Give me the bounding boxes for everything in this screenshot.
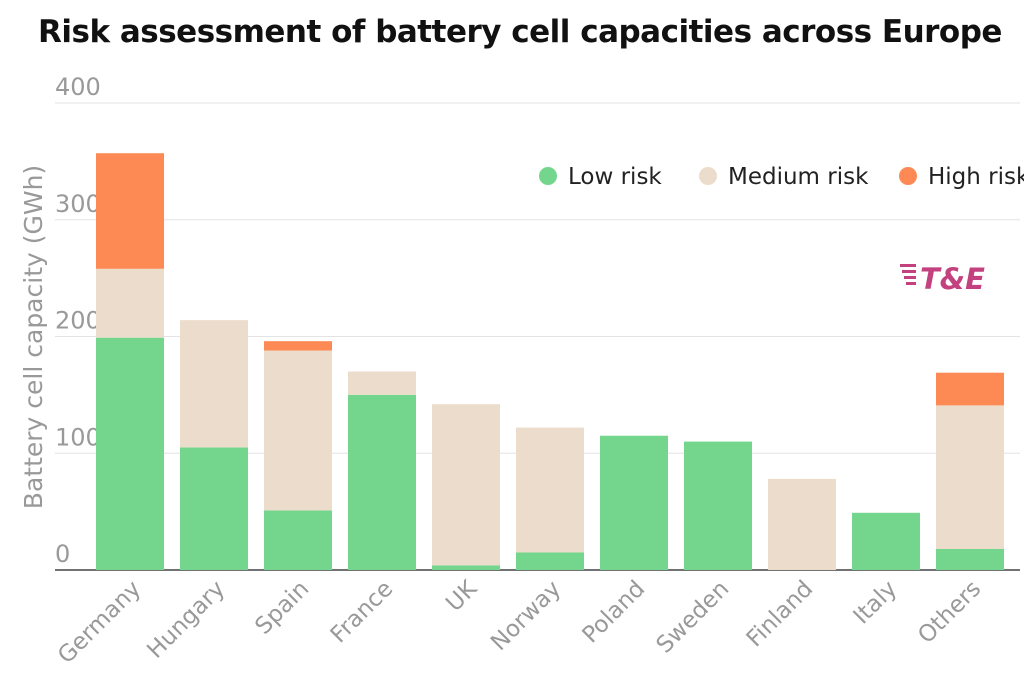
bar-high-risk	[264, 341, 332, 351]
bar-low-risk	[600, 435, 668, 570]
logo-stripe	[900, 264, 916, 267]
bar-medium-risk	[180, 320, 248, 448]
x-tick-label: Norway	[486, 576, 566, 656]
y-tick-label: 0	[55, 540, 70, 568]
bar-medium-risk	[96, 268, 164, 338]
bar-low-risk	[432, 565, 500, 570]
x-tick-label: Italy	[849, 576, 903, 630]
x-tick-label: Sweden	[652, 576, 735, 659]
bar-medium-risk	[264, 350, 332, 511]
logo-stripe	[902, 270, 916, 273]
x-tick-label: UK	[441, 575, 483, 617]
chart-title: Risk assessment of battery cell capaciti…	[38, 14, 1002, 50]
legend-swatch	[899, 167, 917, 185]
bar-high-risk	[936, 372, 1004, 406]
logo-stripe	[906, 282, 916, 285]
bar-low-risk	[684, 441, 752, 570]
bar-high-risk	[96, 153, 164, 269]
legend-swatch	[699, 167, 717, 185]
y-tick-label: 200	[55, 307, 101, 335]
x-tick-label: Poland	[578, 576, 651, 649]
bar-low-risk	[852, 512, 920, 570]
bar-low-risk	[348, 394, 416, 570]
bar-low-risk	[180, 447, 248, 570]
x-tick-label: Others	[913, 576, 986, 649]
y-tick-label: 300	[55, 190, 101, 218]
bar-low-risk	[516, 552, 584, 570]
bar-medium-risk	[348, 371, 416, 395]
bar-medium-risk	[936, 405, 1004, 549]
bar-low-risk	[936, 548, 1004, 570]
logo-text: T&E	[920, 262, 985, 296]
bar-medium-risk	[432, 404, 500, 566]
bar-medium-risk	[516, 427, 584, 553]
x-tick-label: France	[326, 576, 398, 648]
bar-low-risk	[96, 337, 164, 570]
y-axis-label: Battery cell capacity (GWh)	[19, 165, 48, 509]
x-tick-label: Spain	[250, 576, 314, 640]
legend-label: High risk	[928, 164, 1024, 190]
x-tick-label: Hungary	[142, 576, 230, 664]
logo-stripe	[904, 276, 916, 279]
y-tick-label: 400	[55, 73, 101, 101]
y-tick-label: 100	[55, 423, 101, 451]
x-tick-label: Finland	[742, 576, 819, 653]
bar-medium-risk	[768, 478, 836, 570]
legend-swatch	[539, 167, 557, 185]
legend-label: Medium risk	[728, 164, 869, 190]
bar-low-risk	[264, 510, 332, 570]
x-tick-label: Germany	[53, 576, 146, 669]
legend-label: Low risk	[568, 164, 662, 190]
